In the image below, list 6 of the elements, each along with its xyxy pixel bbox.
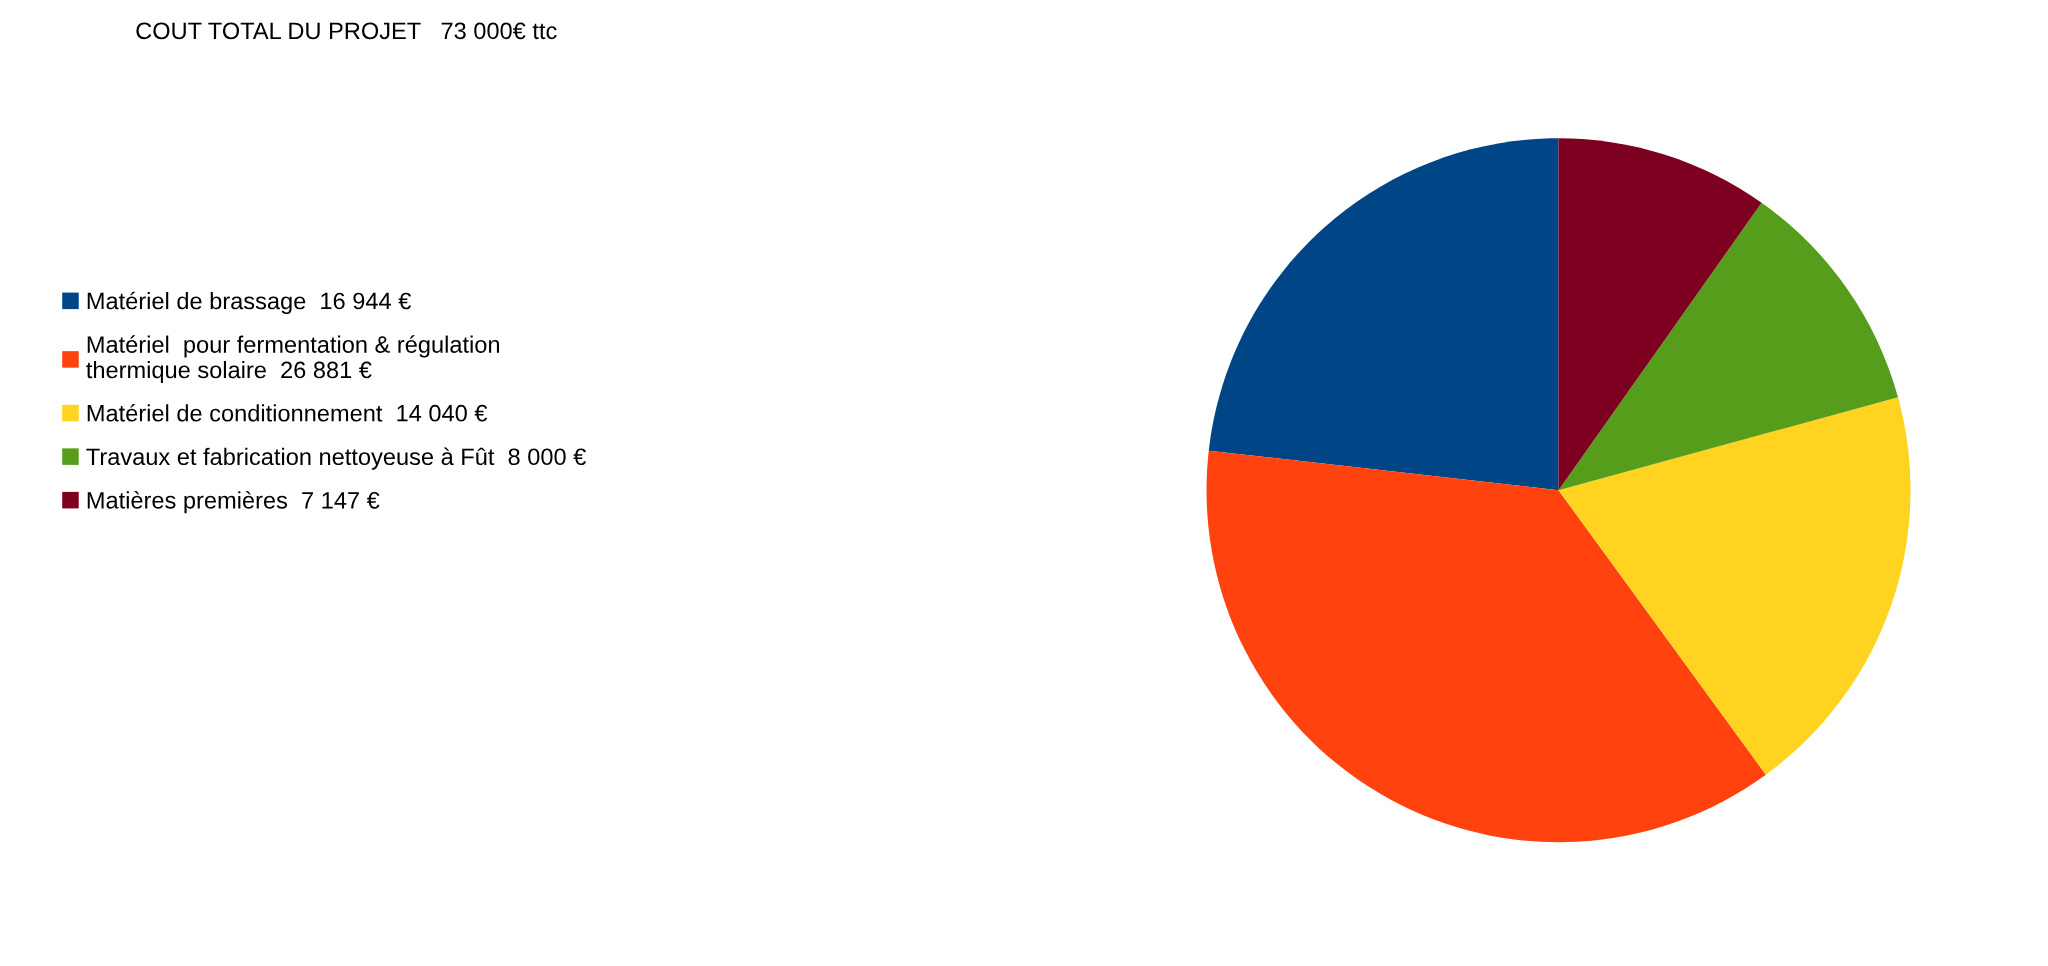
legend-label: Matériel de brassage 16 944 € xyxy=(87,291,412,315)
legend-label: Travaux et fabrication nettoyeuse à Fût 8 000 € xyxy=(86,447,586,470)
chart-title: COUT TOTAL DU PROJET 73 000€ ttc xyxy=(136,22,557,40)
legend-label: Matériel pour fermentation & régulation thermique solaire 26 881 € xyxy=(86,335,500,383)
legend-label: Matières premières 7 147 € xyxy=(87,491,380,514)
legend-label: Matériel de conditionnement 14 040 € xyxy=(87,403,488,422)
